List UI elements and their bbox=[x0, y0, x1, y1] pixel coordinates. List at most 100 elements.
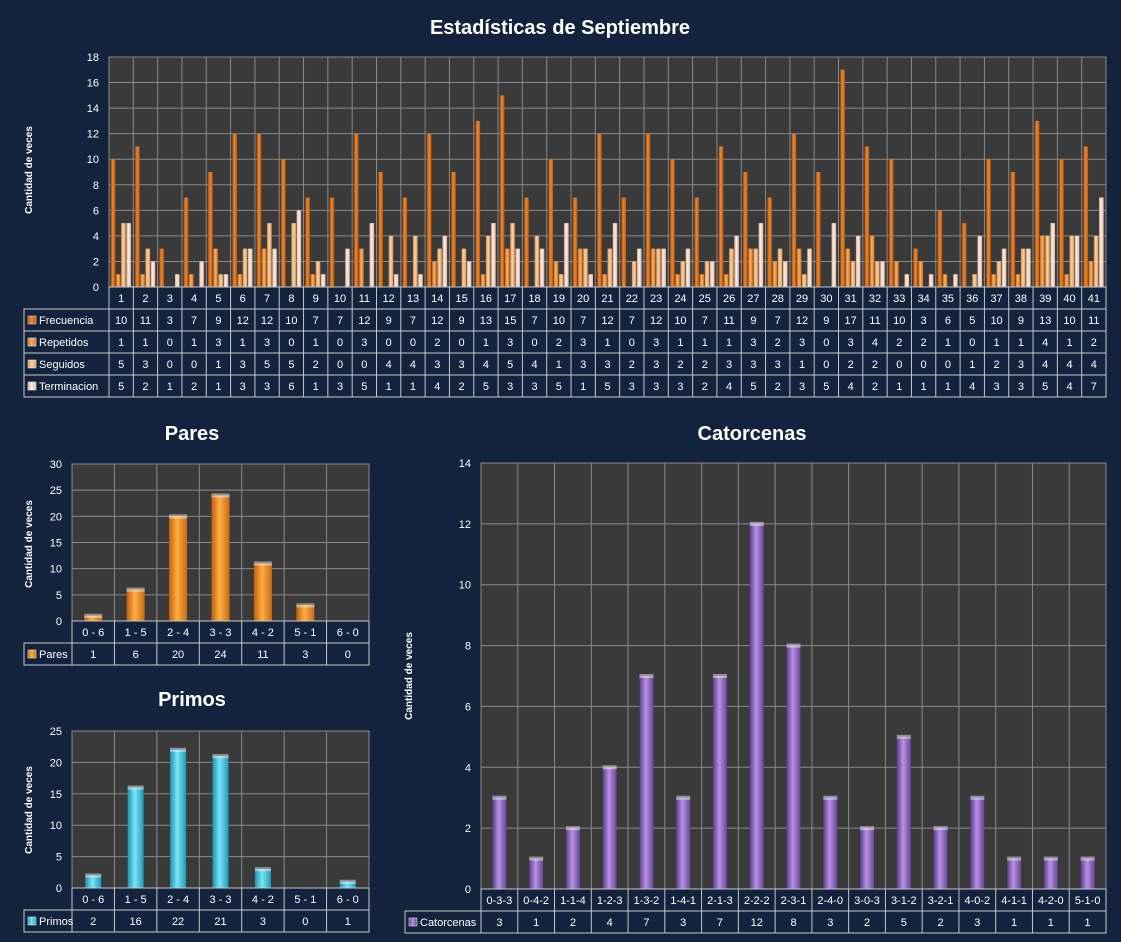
x-tick-label: 34 bbox=[917, 293, 929, 305]
data-label: 2 bbox=[848, 359, 854, 371]
data-label: 5 bbox=[556, 381, 562, 393]
x-tick-label: 3 bbox=[167, 293, 173, 305]
legend-swatch bbox=[27, 916, 37, 926]
bar-cap bbox=[339, 879, 356, 884]
data-label: 2 bbox=[90, 916, 96, 928]
bar-cap bbox=[970, 795, 985, 800]
bar bbox=[791, 133, 797, 287]
x-tick-label: 4-0-2 bbox=[964, 895, 990, 907]
data-label: 2 bbox=[142, 381, 148, 393]
bar-cap bbox=[211, 493, 230, 498]
bar bbox=[845, 248, 851, 287]
data-label: 13 bbox=[1039, 315, 1051, 327]
data-label: 1 bbox=[1085, 917, 1091, 929]
data-label: 3 bbox=[848, 337, 854, 349]
data-label: 9 bbox=[823, 315, 829, 327]
data-label: 1 bbox=[1011, 917, 1017, 929]
bar bbox=[183, 197, 189, 287]
data-label: 1 bbox=[580, 381, 586, 393]
x-tick-label: 2-3-1 bbox=[781, 895, 807, 907]
data-label: 0 bbox=[410, 337, 416, 349]
bar bbox=[548, 159, 554, 287]
table-row-border bbox=[23, 374, 1107, 398]
bar bbox=[353, 133, 359, 287]
data-label: 1 bbox=[386, 381, 392, 393]
y-tick-label: 18 bbox=[87, 52, 99, 64]
bar bbox=[492, 797, 507, 889]
bar bbox=[1043, 858, 1058, 889]
data-label: 3 bbox=[775, 359, 781, 371]
bar bbox=[802, 274, 807, 287]
x-tick-label: 5 - 1 bbox=[294, 894, 316, 906]
bar bbox=[602, 274, 607, 287]
bar bbox=[461, 248, 467, 287]
data-label: 3 bbox=[240, 381, 246, 393]
data-label: 3 bbox=[799, 381, 805, 393]
data-label: 1 bbox=[945, 381, 951, 393]
data-label: 10 bbox=[1063, 315, 1075, 327]
x-tick-label: 5 bbox=[215, 293, 221, 305]
x-tick-label: 8 bbox=[288, 293, 294, 305]
data-label: 10 bbox=[115, 315, 127, 327]
table-row-border bbox=[404, 910, 1107, 934]
data-label: 1 bbox=[1048, 917, 1054, 929]
bar bbox=[339, 881, 356, 888]
bar bbox=[986, 159, 991, 287]
data-label: 3 bbox=[507, 337, 513, 349]
data-label: 10 bbox=[674, 315, 686, 327]
data-label: 1 bbox=[896, 381, 902, 393]
bar bbox=[267, 223, 272, 287]
bar bbox=[748, 248, 753, 287]
bar bbox=[621, 197, 627, 287]
data-label: 10 bbox=[285, 315, 297, 327]
bar bbox=[534, 235, 540, 287]
bar bbox=[577, 248, 583, 287]
bar bbox=[426, 133, 432, 287]
y-tick-label: 0 bbox=[56, 883, 62, 895]
bar bbox=[402, 197, 408, 287]
bar bbox=[135, 146, 140, 287]
y-tick-label: 4 bbox=[93, 231, 99, 243]
bar bbox=[223, 274, 229, 287]
data-label: 3 bbox=[580, 337, 586, 349]
bar bbox=[188, 274, 194, 287]
x-tick-label: 26 bbox=[723, 293, 735, 305]
bar bbox=[1040, 235, 1045, 287]
bar bbox=[694, 197, 699, 287]
bar-cap bbox=[529, 856, 544, 861]
bar bbox=[583, 248, 588, 287]
bar bbox=[320, 274, 326, 287]
bar bbox=[388, 235, 394, 287]
y-tick-label: 14 bbox=[459, 458, 471, 470]
data-label: 4 bbox=[969, 381, 975, 393]
bar bbox=[796, 248, 802, 287]
bar bbox=[631, 261, 637, 287]
data-label: 7 bbox=[775, 315, 781, 327]
bar bbox=[296, 605, 315, 621]
bar bbox=[212, 756, 229, 888]
x-tick-label: 4 bbox=[191, 293, 197, 305]
data-label: 1 bbox=[945, 337, 951, 349]
bar bbox=[607, 248, 613, 287]
bar bbox=[1088, 261, 1094, 287]
x-tick-label: 1 bbox=[118, 293, 124, 305]
data-label: 2 bbox=[459, 381, 465, 393]
bar-cap bbox=[84, 613, 103, 618]
x-tick-label: 4 - 2 bbox=[252, 627, 274, 639]
x-tick-label: 0 - 6 bbox=[82, 627, 104, 639]
data-label: 1 bbox=[142, 337, 148, 349]
data-label: 10 bbox=[553, 315, 565, 327]
bar bbox=[888, 159, 894, 287]
x-tick-label: 23 bbox=[650, 293, 662, 305]
data-label: 11 bbox=[140, 315, 151, 327]
bar bbox=[977, 235, 983, 287]
bar bbox=[743, 172, 748, 287]
bar bbox=[972, 274, 977, 287]
bar bbox=[159, 248, 164, 287]
data-label: 1 bbox=[240, 337, 246, 349]
bar-cap bbox=[254, 867, 271, 872]
bar bbox=[913, 248, 918, 287]
bar bbox=[704, 261, 710, 287]
bar bbox=[199, 261, 204, 287]
